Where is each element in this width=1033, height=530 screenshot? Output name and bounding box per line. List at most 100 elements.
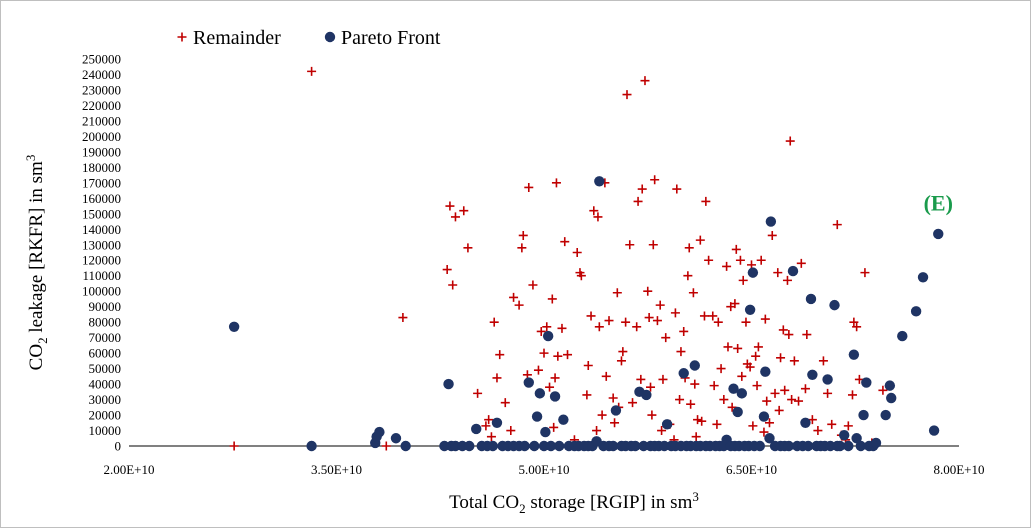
data-point-remainder: [693, 415, 703, 425]
data-point-remainder: [708, 311, 718, 321]
legend-label-pareto-front: Pareto Front: [341, 27, 441, 49]
data-point-remainder: [713, 317, 723, 327]
data-point-pareto-front: [928, 425, 940, 436]
data-point-remainder: [679, 326, 689, 336]
data-point-remainder: [699, 311, 709, 321]
data-point-remainder: [582, 390, 592, 400]
data-point-remainder: [738, 275, 748, 285]
data-point-remainder: [594, 322, 604, 332]
data-point-pareto-front: [886, 392, 897, 404]
data-point-remainder: [712, 419, 722, 429]
data-point-remainder: [612, 288, 622, 298]
data-point-remainder: [787, 395, 797, 405]
data-point-remainder: [832, 220, 842, 230]
data-point-remainder: [473, 388, 483, 398]
data-point-remainder: [843, 421, 853, 431]
data-point-remainder: [597, 410, 607, 420]
data-point-remainder: [553, 351, 563, 361]
data-point-remainder: [646, 382, 656, 392]
data-point-pareto-front: [758, 411, 770, 422]
data-point-remainder: [704, 255, 714, 265]
y-tick-label: 70000: [89, 330, 122, 345]
data-point-remainder: [643, 286, 653, 296]
data-point-remainder: [849, 317, 859, 327]
data-point-remainder: [751, 351, 761, 361]
data-point-pareto-front: [540, 426, 551, 438]
data-point-remainder: [716, 364, 726, 374]
data-point-remainder: [764, 418, 774, 428]
x-tick-label: 8.00E+10: [933, 462, 984, 477]
data-point-remainder: [539, 348, 549, 358]
data-point-remainder: [690, 379, 700, 389]
data-point-remainder: [813, 426, 823, 436]
data-point-remainder: [628, 398, 638, 408]
data-point-remainder: [592, 426, 602, 436]
data-point-pareto-front: [554, 440, 565, 452]
data-point-remainder: [533, 365, 543, 375]
data-point-remainder: [722, 261, 732, 271]
data-point-pareto-front: [803, 440, 814, 452]
data-point-remainder: [675, 395, 685, 405]
data-point-pareto-front: [933, 228, 944, 240]
data-point-pareto-front: [822, 374, 833, 385]
data-point-remainder: [608, 393, 618, 403]
data-point-remainder: [637, 184, 647, 194]
data-point-pareto-front: [529, 440, 540, 452]
data-point-remainder: [448, 280, 458, 290]
data-point-pareto-front: [306, 440, 317, 452]
data-point-remainder: [652, 316, 662, 326]
data-point-pareto-front: [400, 440, 411, 452]
data-point-pareto-front: [744, 304, 756, 315]
data-point-remainder: [762, 396, 772, 406]
y-tick-label: 100000: [82, 284, 121, 299]
data-point-pareto-front: [678, 368, 689, 379]
data-point-remainder: [589, 206, 599, 216]
data-point-remainder: [625, 240, 635, 250]
data-point-remainder: [658, 374, 668, 384]
data-point-remainder: [583, 361, 593, 371]
data-point-remainder: [752, 381, 762, 391]
data-point-pareto-front: [754, 440, 765, 452]
data-point-remainder: [542, 322, 552, 332]
y-tick-label: 230000: [82, 82, 121, 97]
legend-marker-pareto-front: [324, 31, 336, 43]
data-point-remainder: [563, 350, 573, 360]
data-point-remainder: [506, 426, 516, 436]
data-point-remainder: [500, 398, 510, 408]
data-point-pareto-front: [549, 391, 561, 402]
data-point-remainder: [719, 395, 729, 405]
data-point-remainder: [753, 342, 763, 352]
data-point-remainder: [741, 317, 751, 327]
data-point-pareto-front: [558, 414, 569, 425]
data-point-remainder: [686, 399, 696, 409]
y-tick-label: 10000: [89, 423, 122, 438]
data-point-remainder: [672, 184, 682, 194]
data-point-remainder: [759, 427, 769, 437]
y-tick-label: 210000: [82, 113, 121, 128]
y-tick-label: 90000: [89, 299, 122, 314]
y-tick-label: 40000: [89, 377, 122, 392]
data-point-pareto-front: [764, 433, 775, 444]
data-point-remainder: [604, 316, 614, 326]
data-point-pareto-front: [858, 409, 869, 421]
data-point-remainder: [640, 76, 650, 86]
data-point-remainder: [731, 244, 741, 254]
data-point-pareto-front: [870, 437, 882, 449]
data-point-pareto-front: [765, 216, 777, 227]
data-point-remainder: [528, 280, 538, 290]
y-tick-label: 130000: [82, 237, 121, 252]
data-point-pareto-front: [855, 440, 866, 452]
data-point-pareto-front: [594, 176, 605, 187]
x-axis-title: Total CO2​ storage [RGIP] in sm3​: [449, 489, 699, 516]
y-tick-label: 200000: [82, 129, 121, 144]
y-axis-ticks: 0100002000030000400005000060000700008000…: [82, 52, 121, 454]
data-point-remainder: [701, 196, 711, 206]
data-point-pareto-front: [829, 299, 840, 311]
data-point-remainder: [733, 343, 743, 353]
y-tick-label: 190000: [82, 144, 121, 159]
data-point-remainder: [550, 373, 560, 383]
data-point-pareto-front: [851, 433, 862, 444]
data-point-pareto-front: [228, 321, 240, 333]
data-point-remainder: [307, 66, 317, 76]
data-point-remainder: [586, 311, 596, 321]
